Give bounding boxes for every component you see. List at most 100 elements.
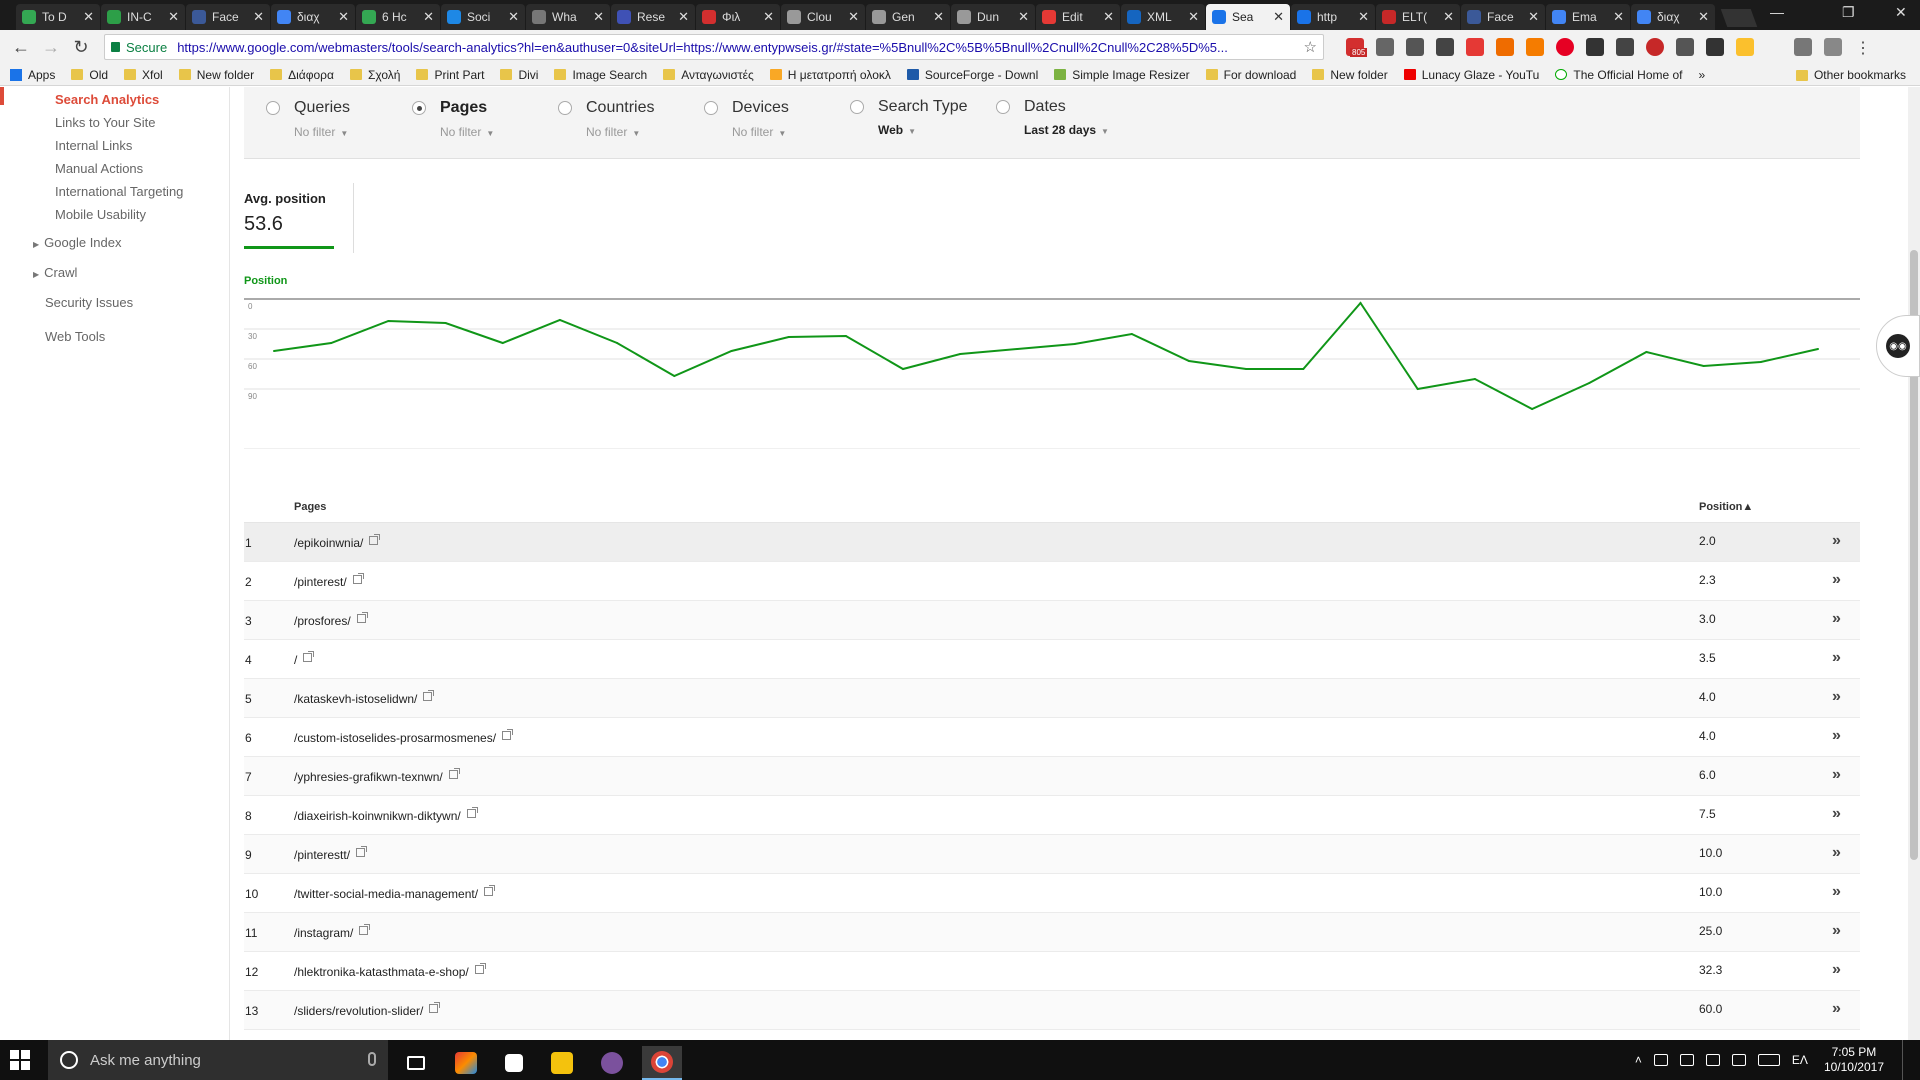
microphone-icon[interactable] <box>368 1052 376 1066</box>
browser-tab[interactable]: Wha ✕ <box>526 4 610 30</box>
close-tab-icon[interactable]: ✕ <box>338 9 349 24</box>
grid-extension-icon[interactable] <box>1706 38 1724 56</box>
note-extension-icon[interactable] <box>1736 38 1754 56</box>
page-link[interactable]: /kataskevh-istoselidwn/ <box>294 690 435 706</box>
data-point[interactable] <box>1473 378 1476 380</box>
external-link-icon[interactable] <box>352 573 364 584</box>
data-point[interactable] <box>1302 368 1305 370</box>
chrome-icon[interactable] <box>642 1046 682 1080</box>
page-link[interactable]: /twitter-social-media-management/ <box>294 885 496 901</box>
data-point[interactable] <box>501 342 504 344</box>
metric-avg-position[interactable]: Avg. position 53.6 <box>244 183 354 253</box>
radio-devices[interactable] <box>704 101 718 115</box>
menu-icon[interactable]: ⋮ <box>1855 40 1871 57</box>
external-link-icon[interactable] <box>369 534 381 545</box>
maximize-icon[interactable]: ❐ <box>1842 4 1855 20</box>
sidebar-item-security-issues[interactable]: Security Issues <box>45 295 134 310</box>
table-row[interactable]: 5/kataskevh-istoselidwn/4.0 » <box>244 679 1860 718</box>
data-point[interactable] <box>1416 388 1419 390</box>
table-row[interactable]: 11/instagram/25.0 » <box>244 913 1860 952</box>
page-link[interactable]: /diaxeirish-koinwnikwn-diktywn/ <box>294 807 478 823</box>
external-link-icon[interactable] <box>448 768 460 779</box>
close-tab-icon[interactable]: ✕ <box>253 9 264 24</box>
external-link-icon[interactable] <box>303 651 315 662</box>
drill-down-icon[interactable]: » <box>1832 532 1841 549</box>
browser-tab[interactable]: Edit ✕ <box>1036 4 1120 30</box>
external-link-icon[interactable] <box>484 885 496 896</box>
browser-tab[interactable]: Ema ✕ <box>1546 4 1630 30</box>
show-desktop-button[interactable] <box>1902 1040 1910 1080</box>
bookmark-folder[interactable]: Ανταγωνιστές <box>663 68 754 82</box>
battery-icon[interactable] <box>1653 1054 1668 1066</box>
table-row[interactable]: 7/yphresies-grafikwn-texnwn/6.0 » <box>244 757 1860 796</box>
filter-dropdown[interactable]: No filter ▼ <box>294 125 348 139</box>
data-point[interactable] <box>1130 333 1133 335</box>
sidebar-item-links-to-your-site[interactable]: Links to Your Site <box>55 115 156 130</box>
data-point[interactable] <box>844 335 847 337</box>
data-point[interactable] <box>1245 368 1248 370</box>
viber-icon[interactable] <box>592 1046 632 1080</box>
data-point[interactable] <box>1588 382 1591 384</box>
browser-tab[interactable]: διαχ ✕ <box>271 4 355 30</box>
drill-down-icon[interactable]: » <box>1832 649 1841 666</box>
table-row[interactable]: 3/prosfores/3.0 » <box>244 601 1860 640</box>
page-link[interactable]: /prosfores/ <box>294 612 368 628</box>
data-point[interactable] <box>1188 360 1190 362</box>
cortana-search[interactable]: Ask me anything <box>48 1040 388 1080</box>
drill-down-icon[interactable]: » <box>1832 610 1841 627</box>
browser-tab[interactable]: 6 Hc ✕ <box>356 4 440 30</box>
page-link[interactable]: /epikoinwnia/ <box>294 534 381 550</box>
filter-dropdown[interactable]: Web ▼ <box>878 123 916 137</box>
drill-down-icon[interactable]: » <box>1832 961 1841 978</box>
browser-tab[interactable]: ELT(✕ <box>1376 4 1460 30</box>
data-point[interactable] <box>1359 302 1362 304</box>
page-link[interactable]: /hlektronika-katasthmata-e-shop/ <box>294 963 486 979</box>
bookmark-folder[interactable]: Old <box>71 68 108 82</box>
filter-dropdown[interactable]: No filter ▼ <box>440 125 494 139</box>
cast-extension-icon[interactable] <box>1824 38 1842 56</box>
chart-extension-icon[interactable] <box>1526 38 1544 56</box>
close-tab-icon[interactable]: ✕ <box>1018 9 1029 24</box>
data-point[interactable] <box>1817 348 1819 350</box>
bookmarks-more[interactable]: » <box>1698 67 1706 82</box>
dots-extension-icon[interactable] <box>1406 38 1424 56</box>
drill-down-icon[interactable]: » <box>1832 571 1841 588</box>
filter-dropdown[interactable]: No filter ▼ <box>732 125 786 139</box>
close-tab-icon[interactable]: ✕ <box>1443 9 1454 24</box>
bookmark-link[interactable]: Simple Image Resizer <box>1054 68 1190 82</box>
data-point[interactable] <box>1759 361 1762 363</box>
close-tab-icon[interactable]: ✕ <box>1528 9 1539 24</box>
drill-down-icon[interactable]: » <box>1832 766 1841 783</box>
table-row[interactable]: 2/pinterest/2.3 » <box>244 562 1860 601</box>
bookmark-folder[interactable]: Print Part <box>416 68 484 82</box>
drill-down-icon[interactable]: » <box>1832 883 1841 900</box>
external-link-icon[interactable] <box>423 690 435 701</box>
profile-extension-icon[interactable] <box>1794 38 1812 56</box>
bookmark-folder[interactable]: New folder <box>178 68 254 82</box>
data-point[interactable] <box>787 336 790 338</box>
drill-down-icon[interactable]: » <box>1832 1000 1841 1017</box>
close-tab-icon[interactable]: ✕ <box>848 9 859 24</box>
sidebar-item-google-index[interactable]: ▶ Google Index <box>33 235 122 250</box>
table-row[interactable]: 1/epikoinwnia/2.0 » <box>244 523 1860 562</box>
store-icon[interactable] <box>494 1046 534 1080</box>
data-point[interactable] <box>1073 343 1076 345</box>
close-tab-icon[interactable]: ✕ <box>1188 9 1199 24</box>
browser-tab[interactable]: Rese ✕ <box>611 4 695 30</box>
sidebar-item-crawl[interactable]: ▶ Crawl <box>33 265 77 280</box>
col-header-pages[interactable]: Pages <box>294 501 327 513</box>
data-point[interactable] <box>616 342 619 344</box>
data-point[interactable] <box>387 320 390 322</box>
page-link[interactable]: /instagram/ <box>294 924 371 940</box>
filter-dropdown[interactable]: Last 28 days ▼ <box>1024 123 1109 137</box>
bookmark-folder[interactable]: Διάφορα <box>270 68 334 82</box>
table-row[interactable]: 4 / 3.5 » <box>244 640 1860 679</box>
close-tab-icon[interactable]: ✕ <box>83 9 94 24</box>
close-window-icon[interactable]: ✕ <box>1895 4 1907 20</box>
close-tab-icon[interactable]: ✕ <box>593 9 604 24</box>
table-row[interactable]: 12/hlektronika-katasthmata-e-shop/32.3 » <box>244 952 1860 991</box>
data-point[interactable] <box>1645 351 1648 353</box>
bookmark-folder[interactable]: Divi <box>500 68 538 82</box>
sidebar-item-search-analytics[interactable]: Search Analytics <box>55 92 160 107</box>
browser-tab[interactable]: Gen ✕ <box>866 4 950 30</box>
